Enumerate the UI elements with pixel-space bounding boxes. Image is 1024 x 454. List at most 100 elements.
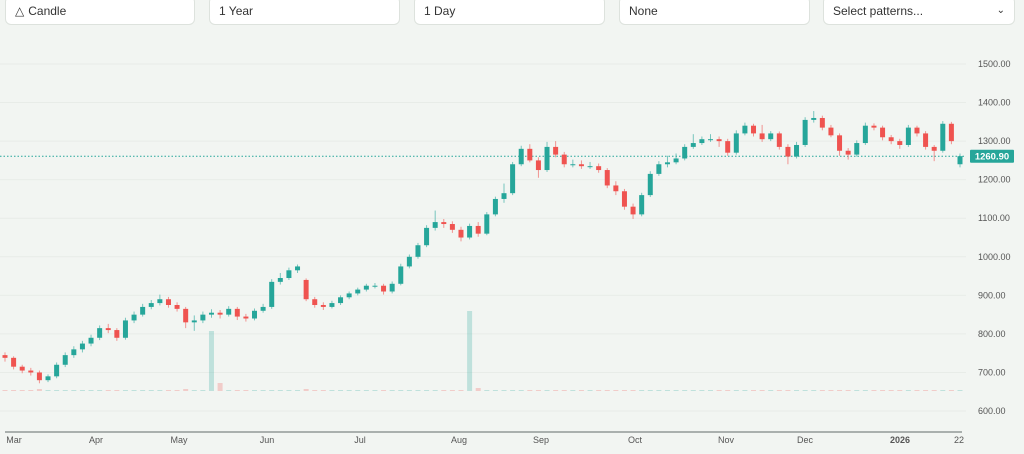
volume-bar — [535, 390, 541, 391]
volume-bar — [940, 390, 946, 391]
volume-bar — [699, 390, 705, 391]
candle — [768, 131, 774, 142]
candle — [346, 291, 352, 300]
candle — [880, 125, 886, 141]
candle — [122, 317, 128, 340]
volume-bar — [277, 390, 283, 391]
volume-bar — [320, 390, 326, 391]
candle — [432, 210, 438, 231]
volume-bar — [630, 390, 636, 391]
volume-bar — [217, 383, 223, 391]
candle-body — [79, 343, 85, 350]
candle — [940, 121, 946, 153]
volume-bar — [845, 390, 851, 391]
chart-type-select[interactable]: △ Candle — [5, 0, 195, 25]
price-axis[interactable]: 1500.00 1400.00 1300.00 1200.00 1100.00 1000.… — [978, 59, 1011, 416]
volume-bar — [802, 390, 808, 391]
candle-body — [905, 127, 911, 145]
volume-bar — [518, 390, 524, 391]
candle — [11, 356, 17, 370]
volume-bar — [501, 390, 507, 391]
candle-body — [54, 364, 60, 377]
candle — [630, 203, 636, 220]
time-tick-label: Sep — [533, 435, 549, 445]
candle — [621, 188, 627, 210]
volume-bar — [54, 390, 60, 391]
candle — [424, 225, 430, 248]
candle-body — [320, 305, 326, 307]
volume-bar — [948, 390, 954, 391]
candle — [157, 294, 163, 306]
candle-body — [432, 222, 438, 228]
volume-bar — [432, 390, 438, 391]
candle-body — [751, 125, 757, 134]
volume-bar — [131, 390, 137, 391]
candle-body — [303, 279, 309, 300]
candle-body — [776, 133, 782, 147]
candle-body — [527, 148, 533, 161]
candle-body — [174, 305, 180, 309]
candle — [28, 367, 34, 376]
candle — [312, 296, 318, 308]
candle-body — [707, 139, 713, 141]
candle — [79, 340, 85, 353]
volume-bar — [871, 390, 877, 391]
candle-body — [501, 193, 507, 199]
volume-bar — [389, 390, 395, 391]
volume-bar — [19, 390, 25, 391]
time-axis[interactable]: Mar Apr May Jun Jul Aug Sep Oct Nov Dec 2026 22 — [6, 435, 964, 445]
time-tick-label: Jun — [260, 435, 275, 445]
candle — [449, 221, 455, 233]
indicator-label: None — [629, 3, 658, 18]
candle-body — [561, 154, 567, 165]
candle — [725, 138, 731, 156]
candle — [553, 141, 559, 158]
price-tick-label: 1300.00 — [978, 136, 1011, 146]
indicator-select[interactable]: None — [619, 0, 810, 25]
interval-select[interactable]: 1 Day — [414, 0, 605, 25]
candle — [802, 117, 808, 147]
candle-body — [45, 376, 51, 381]
last-price-value: 1260.90 — [975, 152, 1009, 163]
candle-body — [467, 225, 473, 238]
volume-bar — [303, 389, 309, 391]
candle — [183, 306, 189, 329]
chart-type-label: Candle — [28, 3, 67, 18]
candle-body — [458, 229, 464, 238]
candle — [501, 183, 507, 203]
candle-body — [424, 227, 430, 246]
candle-body — [768, 133, 774, 140]
candle — [897, 138, 903, 149]
volume-bar — [200, 390, 206, 391]
candle-body — [699, 139, 705, 144]
volume-bar — [733, 390, 739, 391]
volume-bar — [854, 390, 860, 391]
range-select[interactable]: 1 Year — [209, 0, 400, 25]
candle-body — [338, 297, 344, 304]
patterns-select[interactable]: Select patterns... ⌄ — [823, 0, 1015, 25]
candle — [905, 124, 911, 147]
candle — [587, 161, 593, 169]
candle-body — [604, 170, 610, 186]
volume-bar — [682, 390, 688, 391]
candle-body — [406, 256, 412, 267]
candle-body — [114, 330, 120, 338]
candle-body — [329, 303, 335, 307]
volume-bar — [329, 390, 335, 391]
interval-label: 1 Day — [424, 3, 456, 18]
candle — [398, 263, 404, 286]
candle-body — [11, 357, 17, 367]
volume-bar — [174, 390, 180, 391]
volume-bar — [183, 389, 189, 391]
volume-bar — [114, 390, 120, 391]
candle-body — [854, 143, 860, 155]
candle — [45, 374, 51, 383]
candle-body — [914, 127, 920, 134]
candle — [596, 163, 602, 173]
candle — [295, 264, 301, 273]
candle-body — [931, 146, 937, 151]
volume-bar — [363, 390, 369, 391]
candle — [260, 303, 266, 313]
candle — [441, 219, 447, 228]
